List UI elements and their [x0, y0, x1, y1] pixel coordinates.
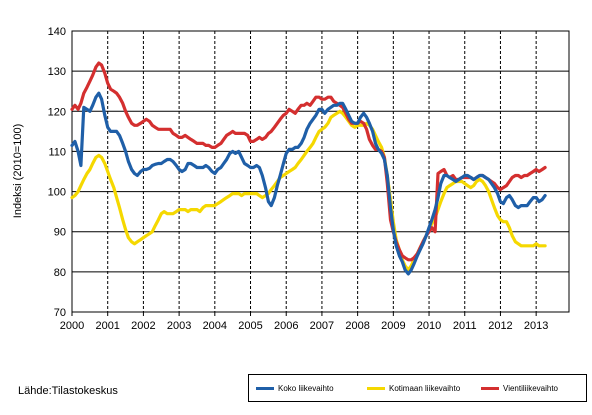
y-tick-label: 90 [54, 227, 66, 239]
series-line-koko-liikevaihto [70, 91, 547, 276]
x-tick-labels: 2000 2001 2002 2003 2004 2005 2006 2007 2008 2009… [60, 320, 549, 332]
x-tick-label: 2008 [345, 320, 369, 332]
x-tick-label: 2001 [95, 320, 119, 332]
x-tick-label: 2000 [60, 320, 84, 332]
legend-swatch-vienti [481, 387, 499, 391]
series-lines [70, 61, 547, 276]
source-note: Lähde:Tilastokeskus [18, 385, 118, 397]
legend-item-koko: Koko liikevaihto [256, 384, 334, 393]
y-tick-label: 120 [48, 106, 66, 118]
series-line-vientiliikevaihto [70, 61, 547, 262]
legend-swatch-koko [256, 387, 274, 391]
legend-label-koko: Koko liikevaihto [278, 384, 334, 393]
plot-area [71, 30, 570, 313]
y-tick-label: 140 [48, 26, 66, 38]
x-tick-label: 2006 [274, 320, 298, 332]
horizontal-gridlines [72, 70, 569, 273]
y-tick-label: 110 [48, 146, 66, 158]
legend-item-kotimaan: Kotimaan liikevaihto [367, 384, 460, 393]
x-tick-label: 2013 [524, 320, 548, 332]
x-tick-label: 2011 [453, 320, 477, 332]
x-tick-label: 2003 [167, 320, 191, 332]
x-tick-label: 2005 [238, 320, 262, 332]
y-tick-label: 100 [48, 187, 66, 199]
legend-item-vienti: Vientiliikevaihto [481, 384, 558, 393]
y-tick-label: 80 [54, 267, 66, 279]
series-line-kotimaan-liikevaihto [70, 109, 547, 272]
legend-label-vienti: Vientiliikevaihto [503, 384, 558, 393]
x-tick-label: 2010 [417, 320, 441, 332]
x-tick-label: 2002 [131, 320, 155, 332]
legend-swatch-kotimaan [367, 387, 385, 391]
x-tick-label: 2004 [203, 320, 227, 332]
y-tick-label: 130 [48, 66, 66, 78]
x-tick-label: 2007 [310, 320, 334, 332]
y-tick-labels: 70 80 90 100 110 120 130 140 [48, 26, 66, 319]
y-axis-label: Indeksi (2010=100) [12, 124, 24, 218]
legend: Koko liikevaihto Kotimaan liikevaihto Vi… [248, 374, 587, 402]
x-tick-label: 2012 [488, 320, 512, 332]
x-tick-label: 2009 [381, 320, 405, 332]
legend-label-kotimaan: Kotimaan liikevaihto [389, 384, 461, 393]
y-tick-label: 70 [54, 307, 66, 319]
